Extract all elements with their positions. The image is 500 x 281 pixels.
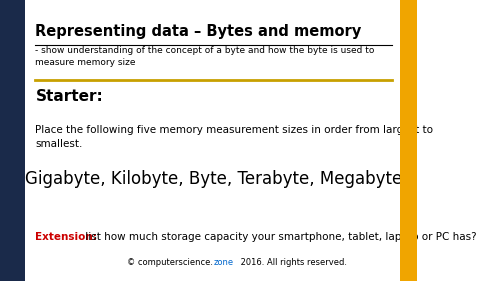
- Text: zone: zone: [214, 258, 234, 267]
- Text: Place the following five memory measurement sizes in order from largest to
small: Place the following five memory measurem…: [36, 125, 434, 149]
- Text: Gigabyte, Kilobyte, Byte, Terabyte, Megabyte: Gigabyte, Kilobyte, Byte, Terabyte, Mega…: [25, 170, 402, 188]
- Text: - show understanding of the concept of a byte and how the byte is used to
measur: - show understanding of the concept of a…: [36, 46, 375, 67]
- Bar: [0, 0, 25, 281]
- Text: list how much storage capacity your smartphone, tablet, laptop or PC has?: list how much storage capacity your smar…: [82, 232, 476, 242]
- Text: 2016. All rights reserved.: 2016. All rights reserved.: [238, 258, 346, 267]
- Text: Starter:: Starter:: [36, 89, 103, 103]
- Text: Representing data – Bytes and memory: Representing data – Bytes and memory: [36, 24, 362, 39]
- Bar: [400, 0, 416, 281]
- Text: © computerscience.: © computerscience.: [128, 258, 214, 267]
- Text: Extension:: Extension:: [36, 232, 98, 242]
